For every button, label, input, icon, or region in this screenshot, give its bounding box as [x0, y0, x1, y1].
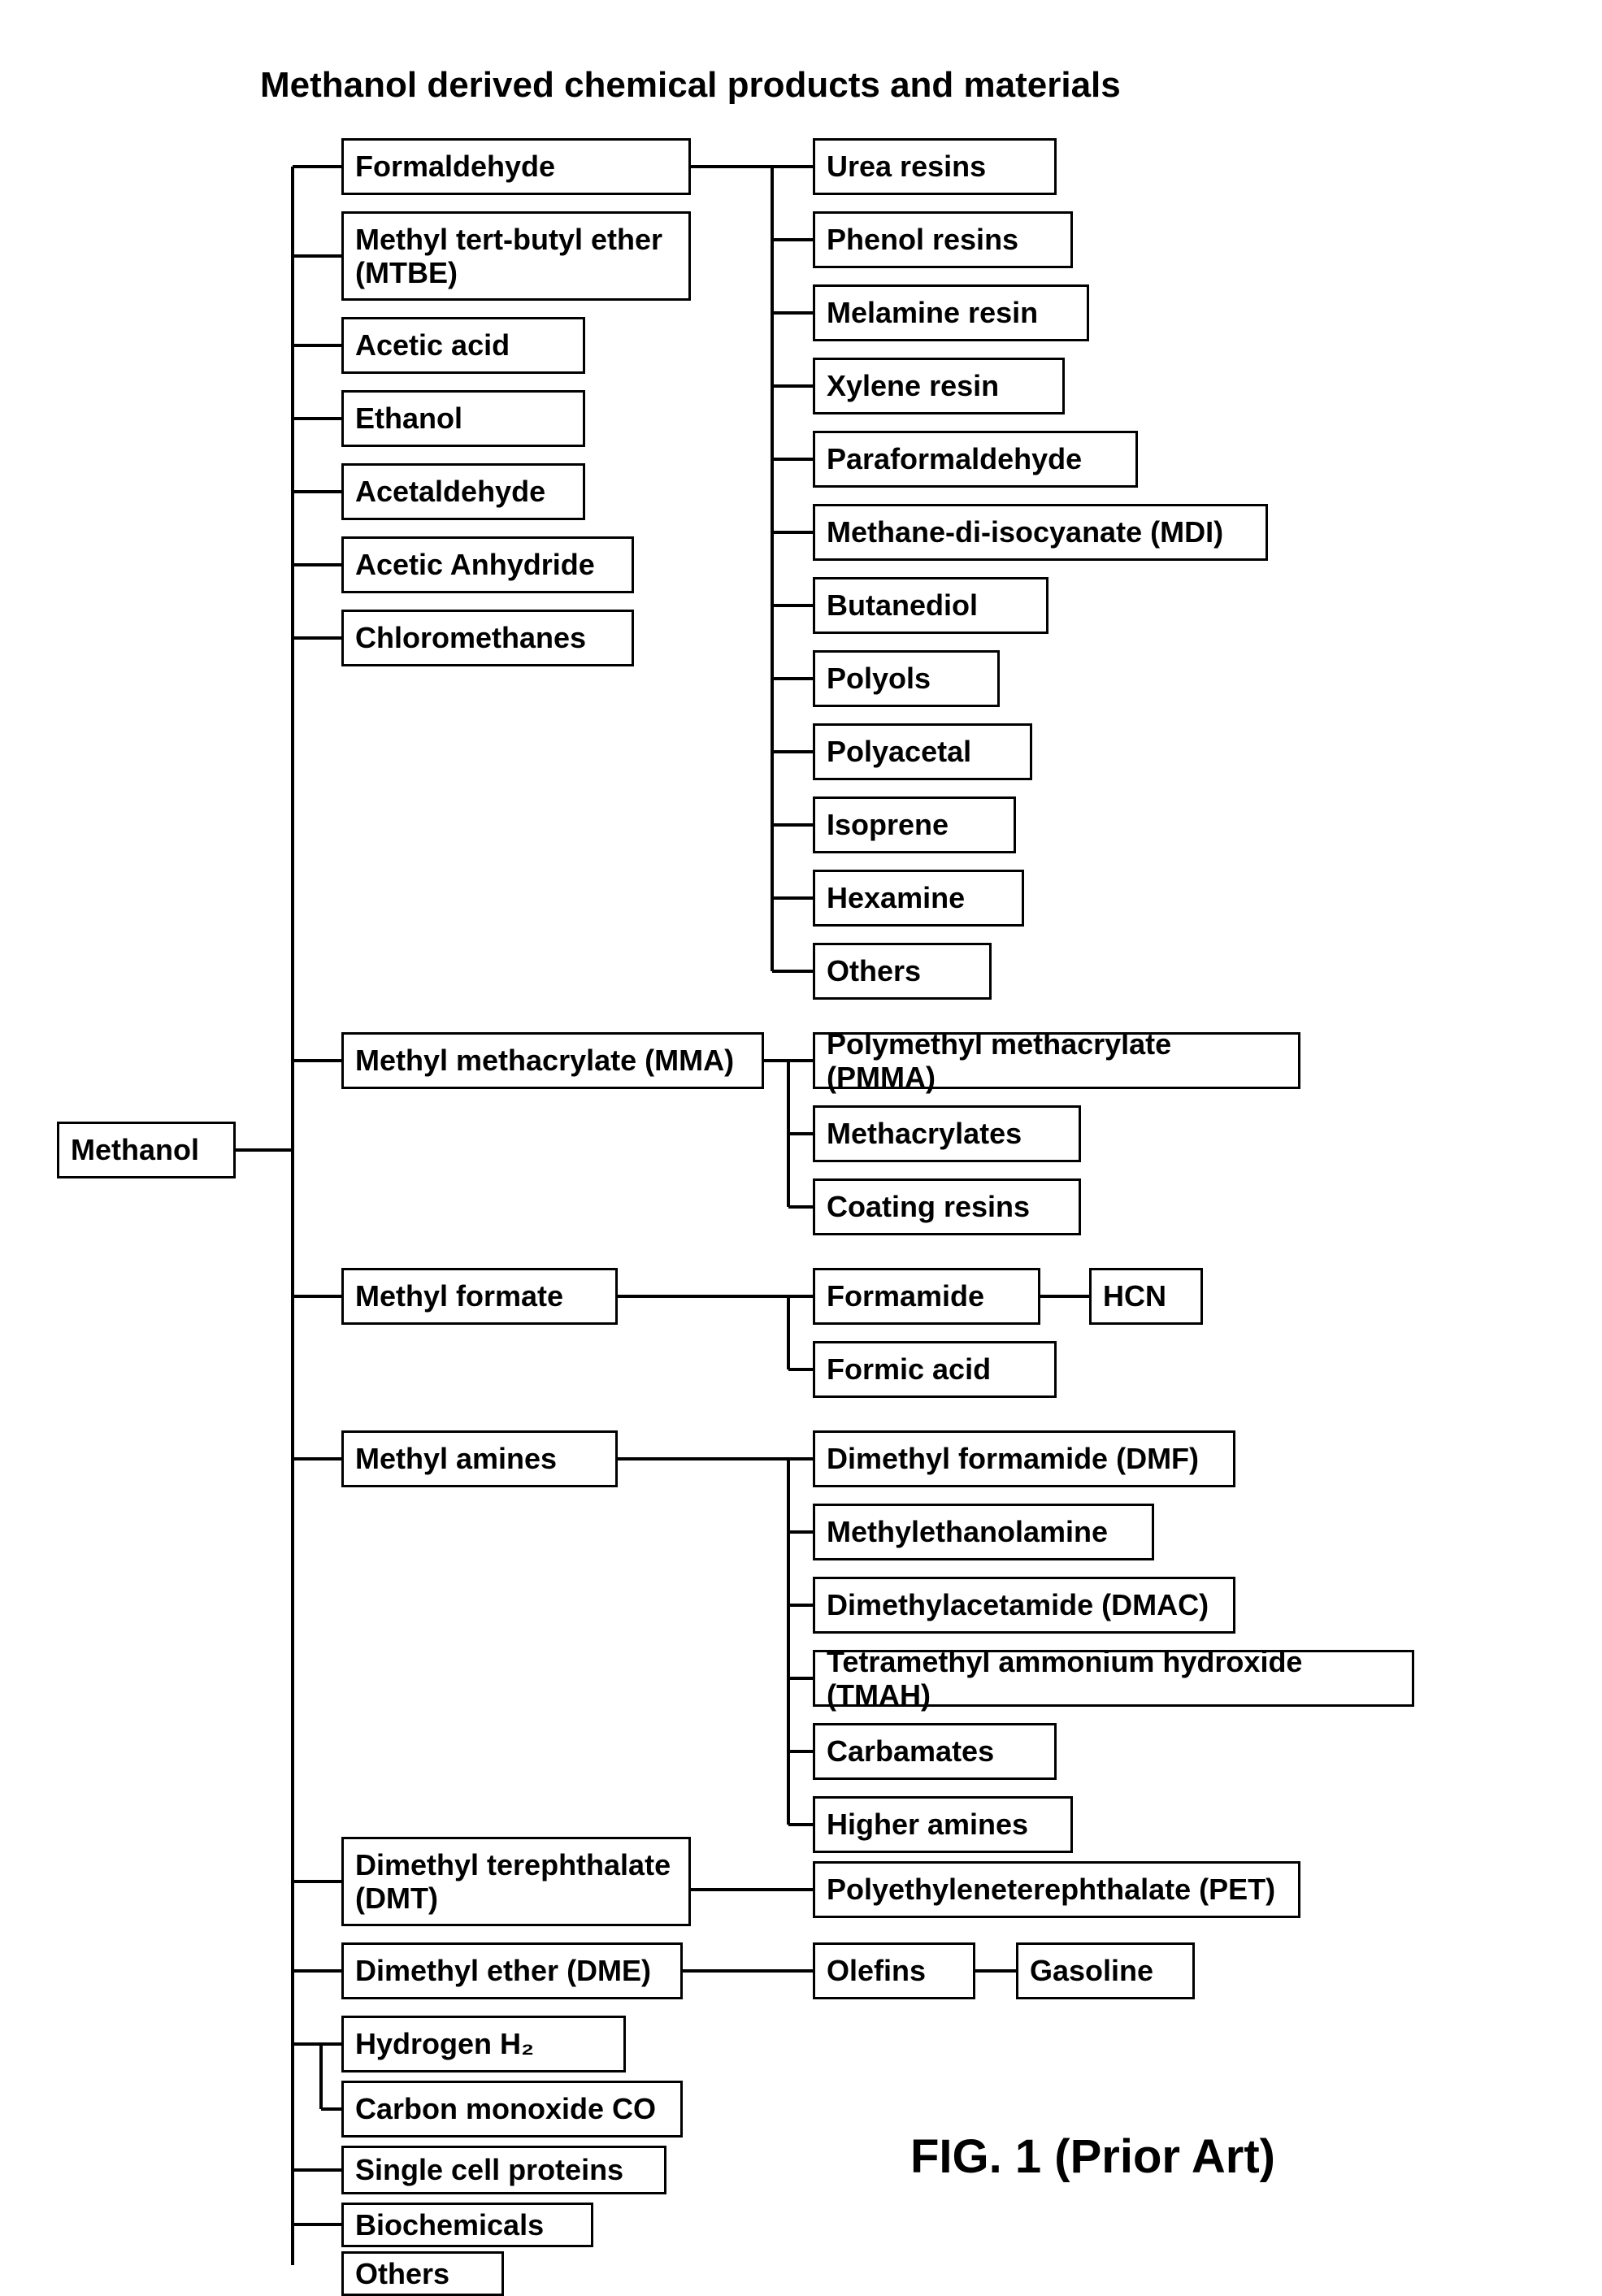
node-mdi: Methane-di-isocyanate (MDI) [813, 504, 1268, 561]
node-ethanol: Ethanol [341, 390, 585, 447]
node-aceticanh: Acetic Anhydride [341, 536, 634, 593]
node-isoprene: Isoprene [813, 796, 1016, 853]
node-gasoline: Gasoline [1016, 1942, 1195, 1999]
node-tmah: Tetramethyl ammonium hydroxide (TMAH) [813, 1650, 1414, 1707]
node-phenol: Phenol resins [813, 211, 1073, 268]
node-co: Carbon monoxide CO [341, 2081, 683, 2138]
node-methacrylates: Methacrylates [813, 1105, 1081, 1162]
figure-caption: FIG. 1 (Prior Art) [910, 2129, 1275, 2184]
node-paraform: Paraformaldehyde [813, 431, 1138, 488]
node-chloromethanes: Chloromethanes [341, 610, 634, 666]
node-carbamates: Carbamates [813, 1723, 1057, 1780]
node-dme: Dimethyl ether (DME) [341, 1942, 683, 1999]
node-mtbe: Methyl tert-butyl ether (MTBE) [341, 211, 691, 301]
node-mformate: Methyl formate [341, 1268, 618, 1325]
node-hcn: HCN [1089, 1268, 1203, 1325]
node-biochem: Biochemicals [341, 2203, 593, 2247]
node-olefins: Olefins [813, 1942, 975, 1999]
node-pmma: Polymethyl methacrylate (PMMA) [813, 1032, 1300, 1089]
node-formamide: Formamide [813, 1268, 1040, 1325]
node-h2: Hydrogen H₂ [341, 2016, 626, 2072]
node-higheramines: Higher amines [813, 1796, 1073, 1853]
node-others2: Others [341, 2251, 504, 2296]
node-melamine: Melamine resin [813, 284, 1089, 341]
node-dmf: Dimethyl formamide (DMF) [813, 1430, 1235, 1487]
node-urea: Urea resins [813, 138, 1057, 195]
node-formaldehyde: Formaldehyde [341, 138, 691, 195]
node-xylene: Xylene resin [813, 358, 1065, 414]
node-dmac: Dimethylacetamide (DMAC) [813, 1577, 1235, 1634]
node-butanediol: Butanediol [813, 577, 1048, 634]
node-mma: Methyl methacrylate (MMA) [341, 1032, 764, 1089]
node-polyols: Polyols [813, 650, 1000, 707]
node-others1: Others [813, 943, 992, 1000]
node-methylethanolamine: Methylethanolamine [813, 1504, 1154, 1560]
diagram-canvas: Methanol derived chemical products and m… [0, 0, 1602, 2265]
node-polyacetal: Polyacetal [813, 723, 1032, 780]
node-aceticacid: Acetic acid [341, 317, 585, 374]
diagram-title: Methanol derived chemical products and m… [260, 65, 1121, 106]
node-formicacid: Formic acid [813, 1341, 1057, 1398]
node-pet: Polyethyleneterephthalate (PET) [813, 1861, 1300, 1918]
node-scp: Single cell proteins [341, 2146, 666, 2194]
edge-layer [0, 0, 1602, 2265]
node-mamines: Methyl amines [341, 1430, 618, 1487]
node-methanol: Methanol [57, 1122, 236, 1178]
node-coatingresins: Coating resins [813, 1178, 1081, 1235]
node-hexamine: Hexamine [813, 870, 1024, 927]
node-acetaldehyde: Acetaldehyde [341, 463, 585, 520]
node-dmt: Dimethyl terephthalate (DMT) [341, 1837, 691, 1926]
